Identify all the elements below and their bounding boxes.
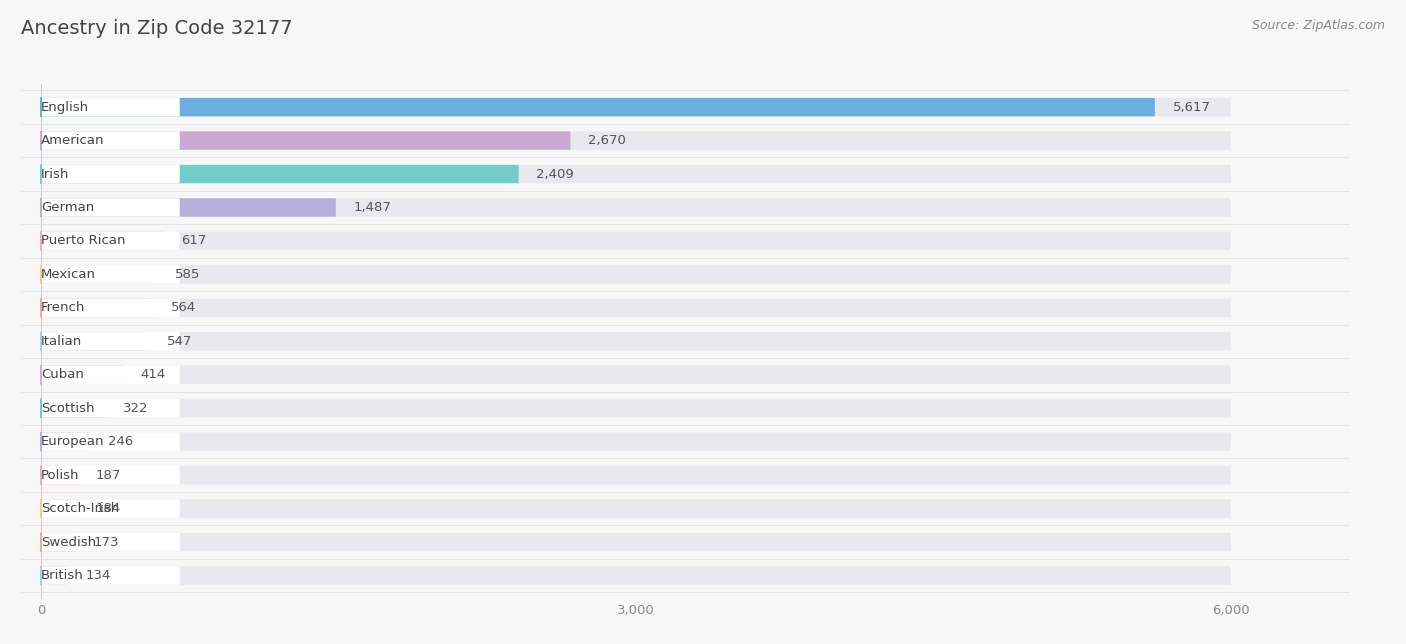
FancyBboxPatch shape: [41, 533, 1230, 551]
FancyBboxPatch shape: [41, 366, 1230, 384]
FancyBboxPatch shape: [41, 499, 1230, 518]
FancyBboxPatch shape: [41, 533, 76, 551]
Text: Irish: Irish: [41, 167, 69, 180]
Text: Italian: Italian: [41, 335, 83, 348]
Text: 184: 184: [96, 502, 121, 515]
FancyBboxPatch shape: [41, 232, 163, 250]
FancyBboxPatch shape: [41, 232, 1230, 250]
Text: Source: ZipAtlas.com: Source: ZipAtlas.com: [1251, 19, 1385, 32]
Text: 187: 187: [96, 469, 121, 482]
FancyBboxPatch shape: [41, 332, 1230, 350]
FancyBboxPatch shape: [41, 466, 180, 484]
FancyBboxPatch shape: [41, 165, 519, 184]
Text: 585: 585: [174, 268, 200, 281]
FancyBboxPatch shape: [41, 566, 67, 585]
FancyBboxPatch shape: [41, 265, 180, 283]
Text: 5,617: 5,617: [1173, 100, 1211, 113]
FancyBboxPatch shape: [41, 98, 1154, 117]
FancyBboxPatch shape: [41, 299, 1230, 317]
Text: Swedish: Swedish: [41, 536, 96, 549]
FancyBboxPatch shape: [41, 466, 1230, 484]
FancyBboxPatch shape: [41, 433, 180, 451]
Text: Polish: Polish: [41, 469, 80, 482]
FancyBboxPatch shape: [41, 265, 157, 283]
FancyBboxPatch shape: [41, 433, 90, 451]
FancyBboxPatch shape: [41, 131, 571, 150]
FancyBboxPatch shape: [41, 366, 122, 384]
FancyBboxPatch shape: [41, 366, 180, 384]
Text: 547: 547: [167, 335, 193, 348]
Text: Scottish: Scottish: [41, 402, 94, 415]
FancyBboxPatch shape: [41, 165, 1230, 184]
FancyBboxPatch shape: [41, 399, 1230, 417]
FancyBboxPatch shape: [41, 299, 180, 317]
FancyBboxPatch shape: [41, 566, 1230, 585]
Text: 246: 246: [107, 435, 132, 448]
FancyBboxPatch shape: [41, 98, 180, 117]
Text: 564: 564: [170, 301, 195, 314]
Text: German: German: [41, 201, 94, 214]
FancyBboxPatch shape: [41, 198, 1230, 216]
FancyBboxPatch shape: [41, 332, 149, 350]
FancyBboxPatch shape: [41, 466, 77, 484]
Text: 134: 134: [86, 569, 111, 582]
Text: 322: 322: [122, 402, 148, 415]
Text: Scotch-Irish: Scotch-Irish: [41, 502, 120, 515]
FancyBboxPatch shape: [41, 566, 180, 585]
Text: 2,670: 2,670: [588, 134, 626, 147]
Text: Mexican: Mexican: [41, 268, 96, 281]
Text: 617: 617: [181, 234, 207, 247]
Text: European: European: [41, 435, 104, 448]
FancyBboxPatch shape: [41, 165, 180, 184]
Text: British: British: [41, 569, 84, 582]
FancyBboxPatch shape: [41, 198, 336, 216]
Text: 1,487: 1,487: [354, 201, 391, 214]
Text: 2,409: 2,409: [537, 167, 574, 180]
FancyBboxPatch shape: [41, 98, 1230, 117]
Text: 173: 173: [93, 536, 118, 549]
Text: English: English: [41, 100, 89, 113]
FancyBboxPatch shape: [41, 299, 153, 317]
FancyBboxPatch shape: [41, 499, 77, 518]
Text: Cuban: Cuban: [41, 368, 84, 381]
FancyBboxPatch shape: [41, 399, 180, 417]
Text: Puerto Rican: Puerto Rican: [41, 234, 125, 247]
FancyBboxPatch shape: [41, 131, 180, 150]
Text: American: American: [41, 134, 104, 147]
FancyBboxPatch shape: [41, 131, 1230, 150]
FancyBboxPatch shape: [41, 533, 180, 551]
FancyBboxPatch shape: [41, 499, 180, 518]
Text: 414: 414: [141, 368, 166, 381]
FancyBboxPatch shape: [41, 433, 1230, 451]
FancyBboxPatch shape: [41, 265, 1230, 283]
Text: Ancestry in Zip Code 32177: Ancestry in Zip Code 32177: [21, 19, 292, 39]
FancyBboxPatch shape: [41, 332, 180, 350]
FancyBboxPatch shape: [41, 232, 180, 250]
FancyBboxPatch shape: [41, 399, 105, 417]
Text: French: French: [41, 301, 86, 314]
FancyBboxPatch shape: [41, 198, 180, 216]
